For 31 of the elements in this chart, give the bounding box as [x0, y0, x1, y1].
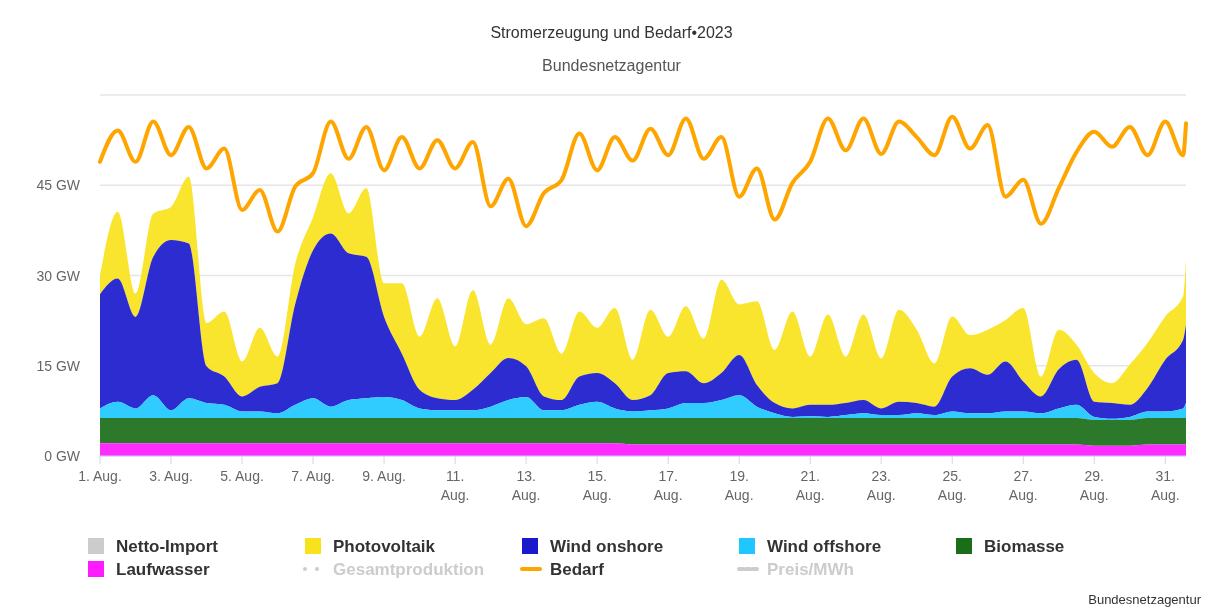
text: Bundesnetzagentur: [1088, 592, 1202, 607]
y-tick-label: 30 GW: [36, 267, 81, 284]
x-tick-label: 29. Aug.: [1079, 468, 1109, 503]
x-tick-label: 3. Aug.: [149, 468, 193, 484]
y-tick-label: 0 GW: [44, 448, 81, 464]
legend-label: Netto-Import: [116, 537, 219, 556]
x-tick-label: 13. Aug.: [511, 468, 541, 503]
y-tick-label: 15 GW: [36, 357, 81, 374]
x-tick-label: 7. Aug.: [291, 468, 335, 484]
chart-title: Stromerzeugung und Bedarf•2023: [490, 24, 733, 41]
legend-label: Biomasse: [984, 537, 1065, 556]
legend-label: Bedarf: [550, 560, 605, 579]
legend-label: Laufwasser: [116, 560, 210, 579]
x-tick-label: 21. Aug.: [795, 468, 825, 503]
x-tick-label: 19. Aug.: [724, 468, 754, 503]
x-tick-label: 1. Aug.: [78, 468, 122, 484]
legend-label: Wind onshore: [550, 537, 664, 556]
legend-label: Wind offshore: [767, 537, 882, 556]
x-tick-label: 9. Aug.: [362, 468, 406, 484]
chart-subtitle: Bundesnetzagentur: [542, 57, 682, 74]
x-tick-label: 11. Aug.: [440, 468, 470, 503]
legend-label: Photovoltaik: [333, 537, 436, 556]
x-tick-label: 31. Aug.: [1150, 468, 1180, 503]
x-tick-label: 25. Aug.: [937, 468, 967, 503]
x-tick-label: 15. Aug.: [582, 468, 612, 503]
x-tick-label: 23. Aug.: [866, 468, 896, 503]
line-series: [98, 114, 1188, 234]
y-tick-label: 45 GW: [36, 177, 81, 194]
x-tick-label: 27. Aug.: [1008, 468, 1038, 503]
x-tick-label: 5. Aug.: [220, 468, 264, 484]
x-tick-label: 17. Aug.: [653, 468, 683, 503]
